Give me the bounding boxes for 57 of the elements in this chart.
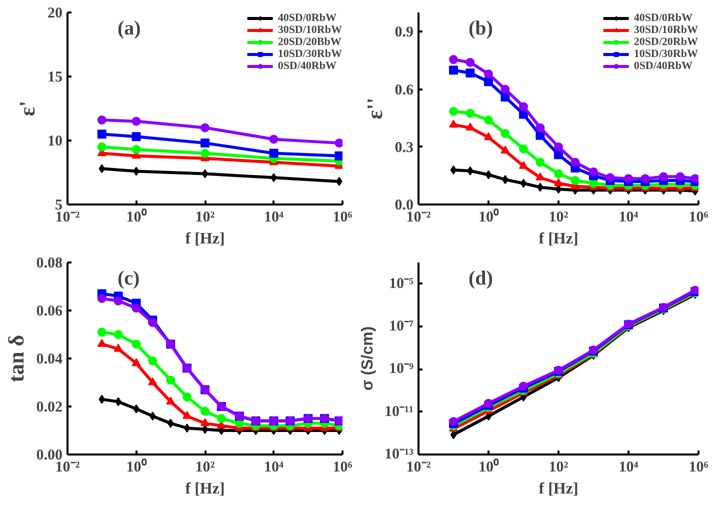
x-tick-label: 10² (548, 460, 569, 476)
x-axis-title: f [Hz] (538, 230, 578, 248)
legend-label: 40SD/0RbW (278, 12, 336, 24)
x-tick-label: 10² (548, 210, 569, 226)
y-tick-label: 0.08 (36, 256, 62, 272)
annotation: (b) (468, 18, 493, 40)
annotation: (a) (118, 18, 141, 40)
y-tick-label: 0.04 (36, 352, 63, 368)
x-tick-label: 10⁰ (478, 458, 500, 476)
y-tick-label: 0.3 (394, 140, 414, 156)
x-tick-label: 10⁻² (55, 460, 80, 476)
y-tick-label: 10⁻⁷ (389, 318, 414, 334)
y-tick-label: 0.9 (394, 24, 414, 41)
x-tick-label: 10⁻² (55, 210, 80, 226)
x-tick-label: 10⁶ (332, 210, 353, 226)
y-tick-label: 0.06 (36, 304, 63, 320)
legend-label: 20SD/20BbW (278, 36, 342, 48)
y-tick-label: 10⁻⁵ (389, 276, 414, 292)
x-tick-label: 10⁶ (688, 460, 709, 476)
annotation: (c) (118, 268, 140, 290)
x-tick-label: 10⁴ (618, 210, 639, 226)
x-tick-label: 10⁰ (126, 208, 148, 226)
y-axis-title: ε' (14, 100, 40, 116)
x-axis-title: f [Hz] (185, 230, 225, 248)
x-tick-label: 10⁴ (264, 460, 284, 476)
x-tick-label: 10⁴ (264, 210, 284, 226)
x-tick-label: 10⁻² (406, 210, 432, 226)
x-tick-label: 10⁴ (618, 460, 639, 476)
y-tick-label: 10⁻¹¹ (384, 404, 414, 420)
x-tick-label: 10² (195, 460, 216, 476)
y-tick-label: 0.02 (36, 400, 62, 416)
y-axis-title: tan δ (3, 334, 28, 382)
x-tick-label: 10⁶ (332, 460, 353, 476)
x-tick-label: 10² (195, 210, 216, 226)
legend-label: 20SD/20RbW (634, 36, 698, 48)
y-tick-label: 20 (48, 6, 62, 22)
legend-label: 40SD/0RbW (634, 12, 692, 24)
legend-label: 30SD/10RbW (278, 24, 342, 36)
legend-label: 10SD/30RbW (634, 48, 698, 60)
x-tick-label: 10⁻² (406, 460, 432, 476)
legend-label: 0SD/40RbW (278, 60, 336, 72)
x-tick-label: 10⁰ (478, 208, 500, 226)
x-tick-label: 10⁶ (688, 210, 709, 226)
x-axis-title: f [Hz] (185, 480, 225, 498)
x-axis-title: f [Hz] (538, 480, 578, 498)
y-tick-label: 10 (48, 134, 62, 150)
x-tick-label: 10⁰ (126, 458, 148, 476)
legend-label: 30SD/10RbW (634, 24, 698, 36)
y-tick-label: 10⁻⁹ (389, 361, 414, 378)
y-axis-title: ε'' (362, 98, 387, 120)
legend-label: 0SD/40RbW (634, 60, 692, 72)
legend-label: 10SD/30RbW (278, 48, 342, 60)
annotation: (d) (468, 268, 493, 290)
y-tick-label: 15 (48, 70, 62, 86)
y-axis-title: σ (S/cm) (360, 326, 377, 391)
y-tick-label: 0.6 (394, 82, 414, 98)
y-tick-label: 10⁻¹³ (384, 446, 414, 462)
